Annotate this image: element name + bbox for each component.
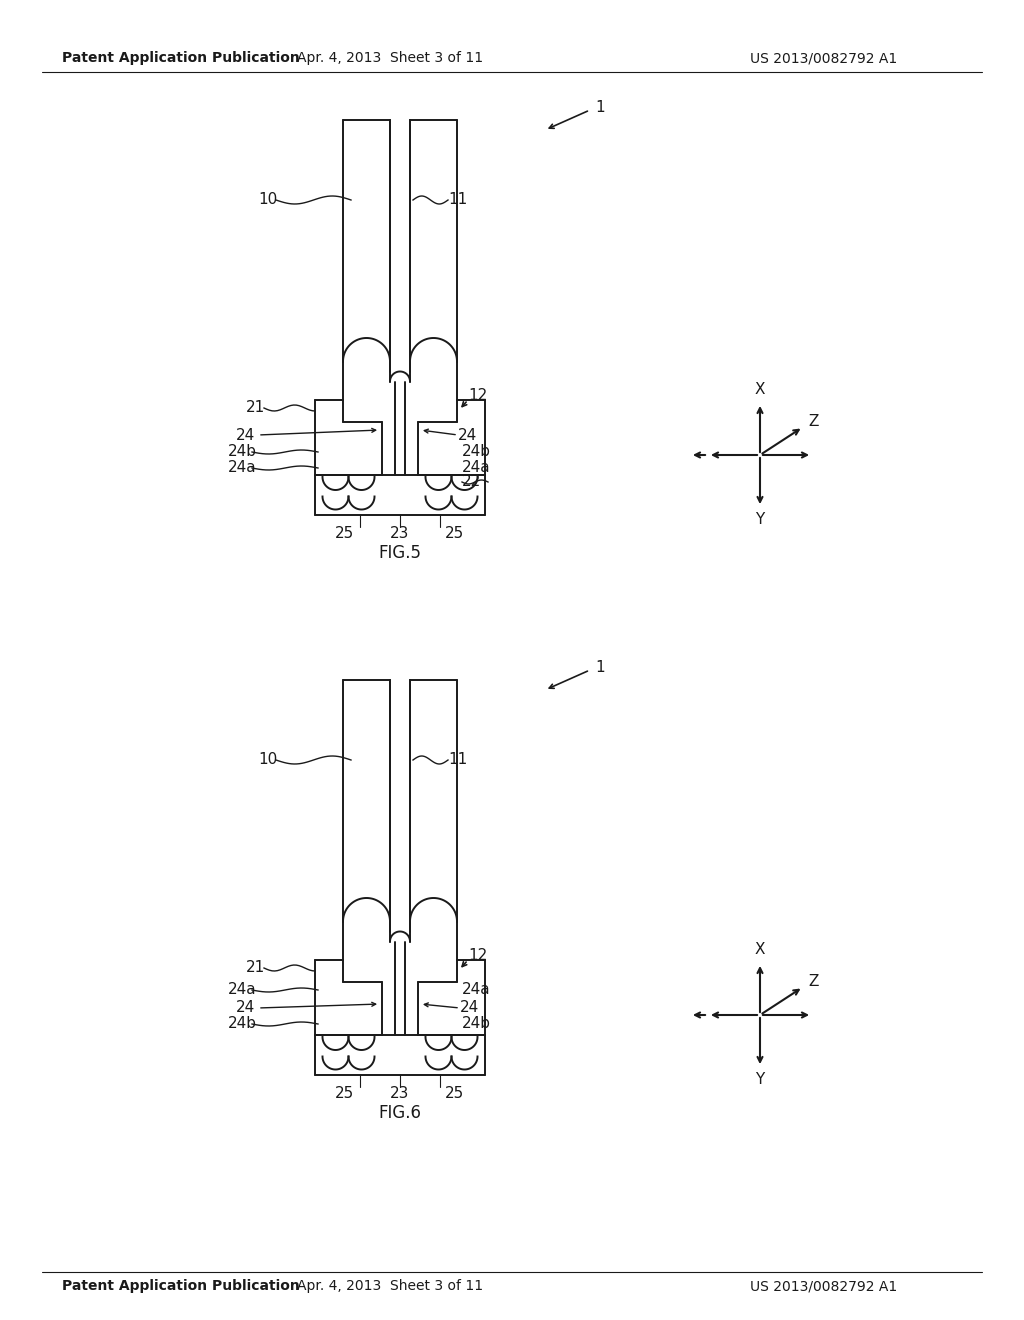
Text: 24: 24 [236, 428, 255, 442]
Text: 1: 1 [595, 100, 604, 116]
Text: FIG.5: FIG.5 [379, 544, 422, 562]
Text: 23: 23 [390, 1085, 410, 1101]
Text: Apr. 4, 2013  Sheet 3 of 11: Apr. 4, 2013 Sheet 3 of 11 [297, 51, 483, 65]
Text: 24: 24 [460, 1001, 479, 1015]
Text: FIG.6: FIG.6 [379, 1104, 422, 1122]
Text: Patent Application Publication: Patent Application Publication [62, 51, 300, 65]
Text: 24b: 24b [462, 1016, 490, 1031]
Text: 24a: 24a [462, 982, 490, 998]
Text: Patent Application Publication: Patent Application Publication [62, 1279, 300, 1294]
Text: X: X [755, 383, 765, 397]
Text: 25: 25 [336, 525, 354, 540]
Text: 25: 25 [445, 1085, 465, 1101]
Text: 24b: 24b [462, 445, 490, 459]
Text: 24: 24 [458, 428, 477, 442]
Text: Z: Z [809, 413, 819, 429]
Text: Z: Z [809, 974, 819, 989]
Text: 21: 21 [246, 400, 265, 416]
Text: 10: 10 [258, 752, 278, 767]
Text: 11: 11 [449, 752, 467, 767]
Text: 11: 11 [449, 193, 467, 207]
Text: 1: 1 [595, 660, 604, 676]
Text: 24b: 24b [228, 1016, 257, 1031]
Text: US 2013/0082792 A1: US 2013/0082792 A1 [750, 1279, 897, 1294]
Text: 24: 24 [236, 1001, 255, 1015]
Text: 24b: 24b [228, 445, 257, 459]
Text: 24a: 24a [228, 982, 257, 998]
Text: 25: 25 [445, 525, 465, 540]
Text: 24a: 24a [228, 461, 257, 475]
Text: 22: 22 [462, 474, 481, 490]
Text: 12: 12 [468, 948, 487, 962]
Text: 23: 23 [390, 525, 410, 540]
Text: US 2013/0082792 A1: US 2013/0082792 A1 [750, 51, 897, 65]
Text: 12: 12 [468, 388, 487, 403]
Text: 24a: 24a [462, 461, 490, 475]
Text: Apr. 4, 2013  Sheet 3 of 11: Apr. 4, 2013 Sheet 3 of 11 [297, 1279, 483, 1294]
Text: X: X [755, 942, 765, 957]
Text: Y: Y [756, 512, 765, 528]
Text: 10: 10 [258, 193, 278, 207]
Text: 21: 21 [246, 961, 265, 975]
Text: 25: 25 [336, 1085, 354, 1101]
Text: Y: Y [756, 1072, 765, 1088]
